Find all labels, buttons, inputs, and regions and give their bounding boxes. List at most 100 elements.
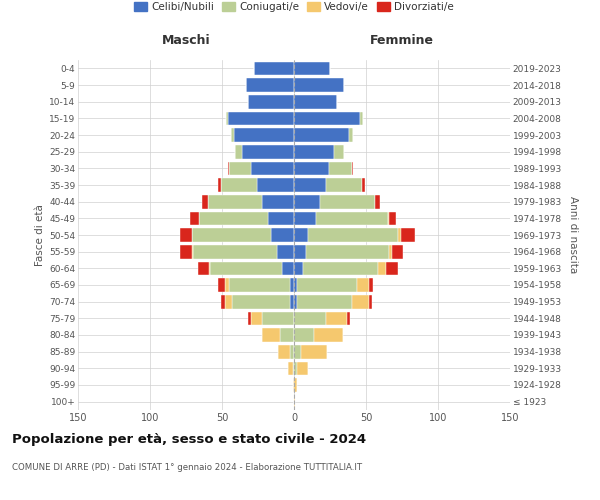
Bar	[358, 278, 369, 292]
Bar	[389, 245, 392, 258]
Bar	[294, 362, 297, 375]
Bar	[251, 312, 262, 325]
Bar	[221, 295, 225, 308]
Bar	[190, 212, 199, 225]
Bar	[305, 245, 389, 258]
Bar	[297, 295, 352, 308]
Bar	[232, 295, 290, 308]
Text: Maschi: Maschi	[161, 34, 211, 46]
Bar	[262, 312, 294, 325]
Bar	[297, 362, 308, 375]
Bar	[294, 245, 305, 258]
Bar	[262, 195, 294, 208]
Bar	[288, 362, 293, 375]
Bar	[229, 162, 251, 175]
Bar	[334, 145, 344, 158]
Bar	[308, 228, 398, 242]
Bar	[326, 312, 347, 325]
Bar	[251, 162, 294, 175]
Bar	[392, 245, 403, 258]
Bar	[225, 278, 229, 292]
Bar	[398, 228, 401, 242]
Bar	[294, 178, 326, 192]
Bar	[235, 145, 242, 158]
Bar	[290, 345, 294, 358]
Bar	[193, 245, 277, 258]
Bar	[197, 262, 209, 275]
Bar	[294, 112, 360, 125]
Bar	[294, 62, 330, 75]
Bar	[248, 95, 294, 108]
Bar	[211, 262, 283, 275]
Text: Femmine: Femmine	[370, 34, 434, 46]
Bar	[290, 278, 294, 292]
Bar	[293, 378, 294, 392]
Bar	[320, 195, 374, 208]
Bar	[294, 312, 326, 325]
Bar	[294, 395, 295, 408]
Bar	[294, 145, 334, 158]
Bar	[209, 262, 211, 275]
Bar	[401, 228, 415, 242]
Bar	[369, 295, 372, 308]
Bar	[180, 228, 192, 242]
Bar	[268, 212, 294, 225]
Bar	[247, 78, 294, 92]
Bar	[349, 128, 353, 142]
Bar	[347, 312, 350, 325]
Bar	[388, 212, 389, 225]
Bar	[280, 328, 294, 342]
Bar	[294, 295, 297, 308]
Bar	[262, 328, 280, 342]
Bar	[192, 228, 271, 242]
Bar	[293, 362, 294, 375]
Bar	[180, 245, 192, 258]
Bar	[386, 262, 398, 275]
Legend: Celibi/Nubili, Coniugati/e, Vedovi/e, Divorziati/e: Celibi/Nubili, Coniugati/e, Vedovi/e, Di…	[134, 2, 454, 12]
Bar	[230, 128, 233, 142]
Bar	[283, 262, 294, 275]
Bar	[369, 278, 373, 292]
Bar	[257, 178, 294, 192]
Bar	[233, 128, 294, 142]
Bar	[294, 95, 337, 108]
Bar	[294, 128, 349, 142]
Bar	[374, 195, 380, 208]
Bar	[226, 112, 228, 125]
Bar	[352, 162, 353, 175]
Bar	[242, 145, 294, 158]
Bar	[199, 212, 268, 225]
Text: COMUNE DI ARRE (PD) - Dati ISTAT 1° gennaio 2024 - Elaborazione TUTTITALIA.IT: COMUNE DI ARRE (PD) - Dati ISTAT 1° genn…	[12, 462, 362, 471]
Bar	[314, 328, 343, 342]
Bar	[360, 112, 363, 125]
Bar	[229, 278, 290, 292]
Bar	[294, 195, 320, 208]
Bar	[208, 195, 262, 208]
Bar	[294, 278, 297, 292]
Bar	[202, 195, 208, 208]
Bar	[290, 295, 294, 308]
Bar	[248, 312, 251, 325]
Bar	[377, 262, 386, 275]
Bar	[254, 62, 294, 75]
Bar	[294, 328, 314, 342]
Bar	[294, 228, 308, 242]
Y-axis label: Fasce di età: Fasce di età	[35, 204, 45, 266]
Bar	[352, 295, 369, 308]
Y-axis label: Anni di nascita: Anni di nascita	[568, 196, 578, 274]
Bar	[221, 178, 257, 192]
Bar	[294, 262, 302, 275]
Bar	[278, 345, 290, 358]
Bar	[294, 212, 316, 225]
Bar	[316, 212, 388, 225]
Bar	[294, 378, 297, 392]
Bar	[326, 178, 362, 192]
Bar	[225, 295, 232, 308]
Bar	[294, 162, 329, 175]
Bar	[271, 228, 294, 242]
Bar	[294, 345, 301, 358]
Bar	[218, 278, 225, 292]
Bar	[228, 162, 229, 175]
Bar	[228, 112, 294, 125]
Bar	[192, 245, 193, 258]
